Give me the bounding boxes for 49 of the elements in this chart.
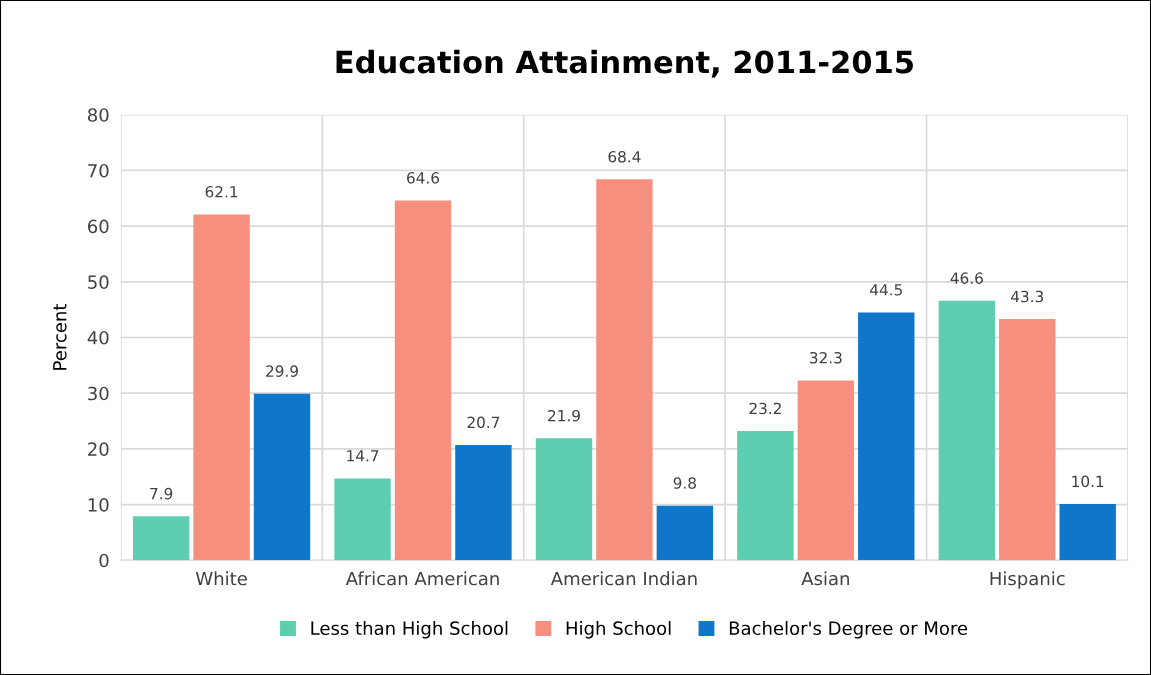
data-label: 43.3 bbox=[1011, 290, 1044, 303]
bar bbox=[737, 431, 794, 561]
data-label: 64.6 bbox=[407, 172, 440, 184]
x-tick-label: Hispanic bbox=[990, 571, 1065, 589]
legend-label: Less than High School bbox=[311, 621, 508, 639]
bar bbox=[132, 516, 190, 561]
bar bbox=[938, 300, 996, 561]
data-label: 32.3 bbox=[810, 351, 842, 364]
y-tick-label: 10 bbox=[88, 498, 109, 512]
data-label: 46.6 bbox=[950, 272, 983, 284]
bar bbox=[797, 380, 855, 561]
y-tick-label: 70 bbox=[88, 163, 109, 178]
x-tick-label: Asian bbox=[801, 571, 849, 586]
bar bbox=[999, 319, 1056, 561]
data-label: 29.9 bbox=[266, 365, 298, 377]
data-label: 10.1 bbox=[1072, 475, 1104, 488]
chart-title: Education Attainment, 2011-2015 bbox=[336, 49, 913, 78]
y-tick-label: 80 bbox=[87, 108, 109, 122]
data-label: 21.9 bbox=[548, 409, 580, 422]
data-label: 7.9 bbox=[150, 487, 173, 500]
data-label: 44.5 bbox=[870, 284, 902, 296]
bar bbox=[193, 214, 250, 561]
data-label: 14.7 bbox=[347, 450, 379, 462]
y-axis-title: Percent bbox=[53, 303, 67, 370]
x-tick-label: American Indian bbox=[550, 571, 697, 586]
bar bbox=[253, 393, 311, 561]
bar bbox=[394, 200, 452, 561]
bar bbox=[535, 438, 593, 561]
bar bbox=[1059, 504, 1116, 561]
bar bbox=[858, 312, 915, 561]
y-tick-label: 20 bbox=[88, 442, 109, 456]
y-tick-label: 60 bbox=[88, 219, 109, 234]
bar bbox=[596, 179, 653, 561]
data-label: 9.8 bbox=[673, 477, 696, 489]
bar bbox=[334, 478, 391, 561]
legend-label: High School bbox=[566, 621, 671, 639]
data-label: 62.1 bbox=[205, 186, 238, 198]
data-label: 68.4 bbox=[608, 150, 641, 163]
x-tick-label: African American bbox=[345, 571, 499, 586]
bar bbox=[455, 444, 512, 561]
y-tick-label: 50 bbox=[88, 275, 109, 289]
y-tick-label: 0 bbox=[99, 553, 109, 568]
y-tick-label: 30 bbox=[88, 386, 109, 401]
data-label: 23.2 bbox=[749, 402, 781, 415]
bar bbox=[656, 505, 714, 561]
legend-label: Bachelor's Degree or More bbox=[729, 621, 968, 639]
data-label: 20.7 bbox=[467, 416, 500, 429]
y-tick-label: 40 bbox=[87, 330, 109, 345]
x-tick-label: White bbox=[195, 571, 247, 586]
